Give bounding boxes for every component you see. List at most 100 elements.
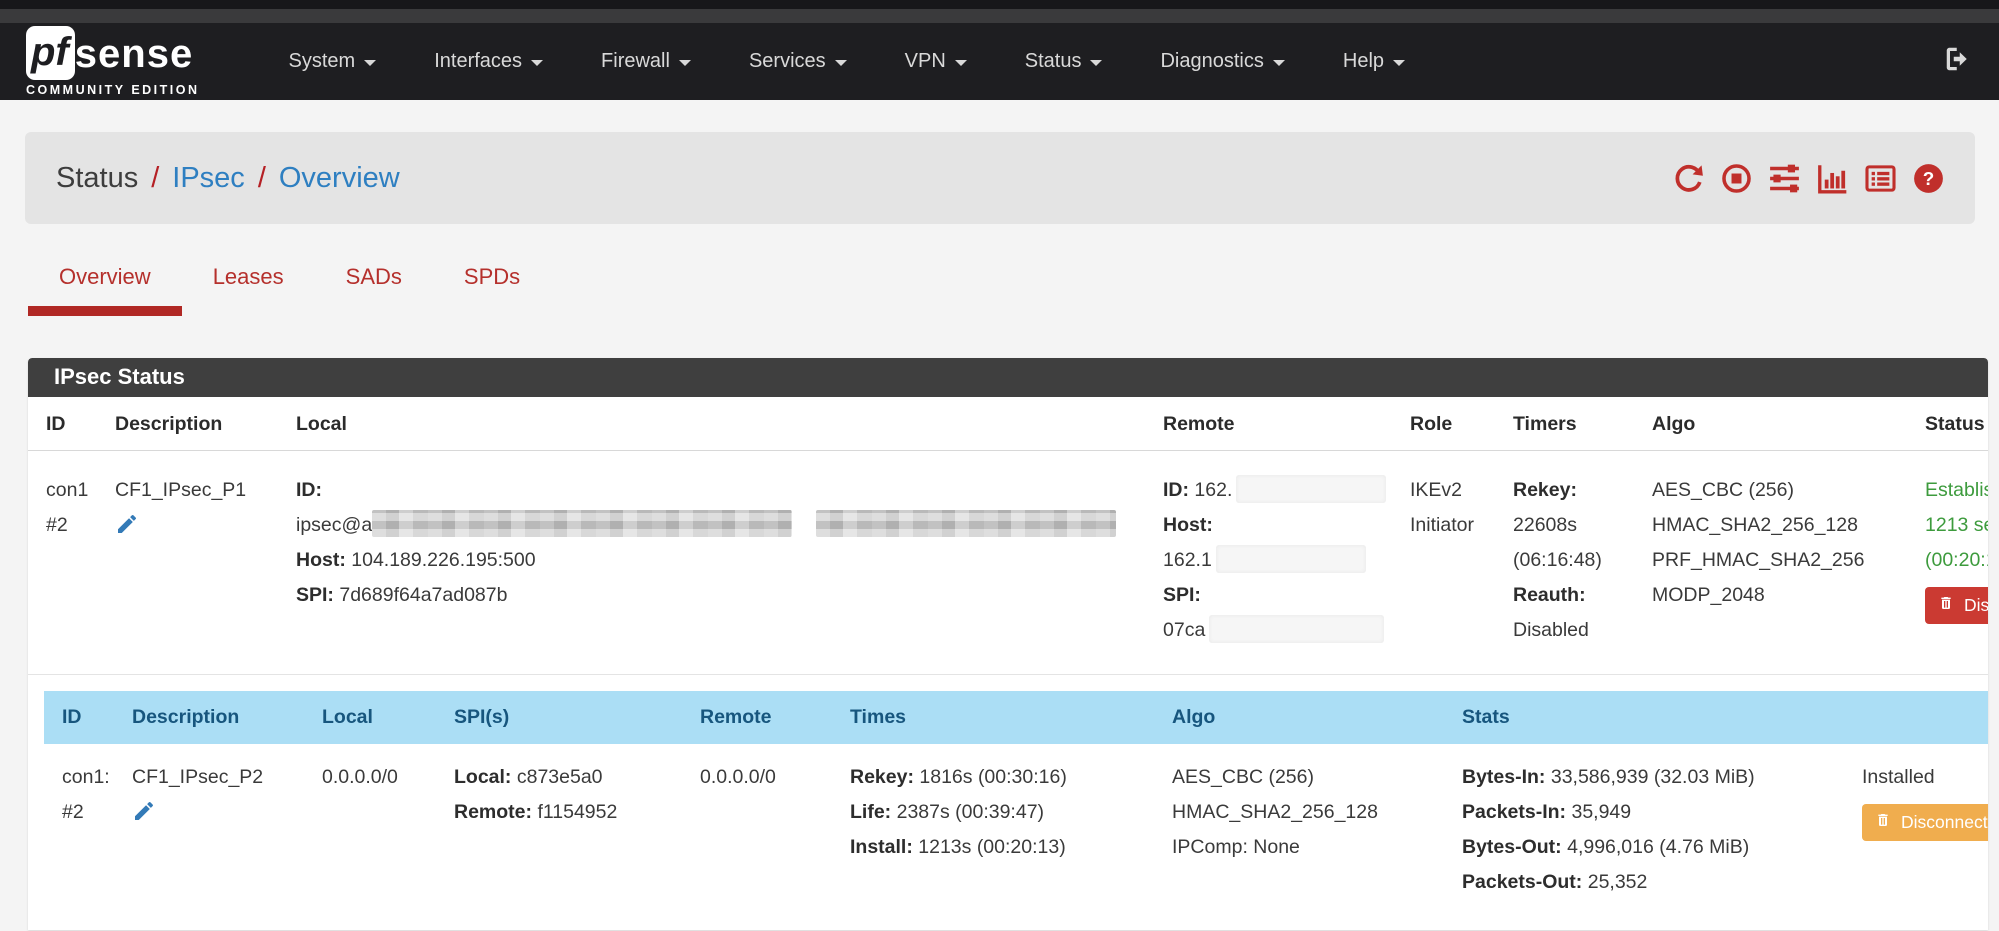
disconnect-button[interactable]: Disconnect — [1925, 587, 1988, 624]
ike-algo-line: AES_CBC (256) — [1652, 479, 1794, 501]
list-icon[interactable] — [1865, 163, 1896, 194]
disconnect-label: Disconnect — [1901, 812, 1988, 832]
sliders-icon[interactable] — [1769, 163, 1800, 194]
nav-item-label: Status — [1024, 50, 1082, 72]
tab-overview[interactable]: Overview — [28, 264, 182, 316]
ike-role-line1: IKEv2 — [1410, 479, 1463, 501]
child-install-label: Install: — [850, 836, 913, 858]
refresh-icon[interactable] — [1673, 163, 1704, 194]
child-packets-in-label: Packets-In: — [1462, 801, 1567, 823]
breadcrumb-section: Status — [56, 161, 139, 194]
chevron-down-icon — [834, 60, 847, 66]
redacted-block — [1215, 544, 1366, 573]
ike-status-line: 1213 seconds — [1925, 514, 1988, 536]
ike-status-text: Established 1213 seconds (00:20:13) — [1925, 473, 1988, 578]
child-bytes-in-label: Bytes-In: — [1462, 766, 1546, 788]
ike-local-cell: ID: ipsec@a Host: 104.189.226.195:500 SP… — [296, 451, 1163, 675]
ike-algo-line: MODP_2048 — [1652, 584, 1765, 606]
nav-item-system[interactable]: System — [260, 50, 406, 73]
child-header-status — [1862, 691, 1988, 744]
stop-icon[interactable] — [1721, 163, 1752, 194]
pfsense-logo[interactable]: pf sense COMMUNITY EDITION — [26, 26, 200, 97]
child-spi-remote-label: Remote: — [454, 801, 533, 823]
ike-remote-cell: ID: 162. Host: 162.1 SPI: 07ca — [1163, 451, 1410, 675]
tab-spds[interactable]: SPDs — [463, 264, 521, 289]
tab-leases[interactable]: Leases — [212, 264, 284, 289]
child-disconnect-button[interactable]: Disconnect — [1862, 804, 1988, 841]
ike-rekey-value: 22608s — [1513, 514, 1577, 536]
ike-header-status: Status — [1925, 413, 1985, 435]
redacted-block — [372, 510, 793, 538]
child-life-value: 2387s (00:39:47) — [896, 801, 1045, 823]
nav-item-services[interactable]: Services — [720, 50, 876, 73]
child-header-remote: Remote — [700, 706, 772, 728]
child-description: CF1_IPsec_P2 — [132, 766, 264, 788]
nav-item-status[interactable]: Status — [996, 50, 1132, 73]
help-icon[interactable]: ? — [1913, 163, 1944, 194]
ike-role-line2: Initiator — [1410, 514, 1474, 536]
ike-sa-row: con1 #2 CF1_IPsec_P1 ID: ipsec@a Host: 1… — [28, 450, 1988, 675]
child-life-label: Life: — [850, 801, 892, 823]
child-spi-remote-value: f1154952 — [537, 801, 618, 823]
breadcrumb-link-overview[interactable]: Overview — [278, 161, 400, 194]
nav-item-help[interactable]: Help — [1314, 50, 1434, 73]
sign-out-button[interactable] — [1943, 44, 1973, 79]
ike-remote-spi-label: SPI: — [1163, 584, 1201, 606]
redacted-block — [1209, 614, 1385, 643]
nav-menu: System Interfaces Firewall Services VPN … — [260, 50, 1434, 73]
ike-header-remote: Remote — [1163, 413, 1235, 435]
nav-item-vpn[interactable]: VPN — [876, 50, 996, 73]
child-status-cell: Installed Disconnect — [1862, 744, 1988, 930]
child-status-text: Installed — [1862, 766, 1935, 788]
child-algo-line: IPComp: None — [1172, 836, 1300, 858]
child-header-times: Times — [850, 706, 907, 728]
ike-algo-line: PRF_HMAC_SHA2_256 — [1652, 549, 1865, 571]
nav-item-diagnostics[interactable]: Diagnostics — [1131, 50, 1313, 73]
child-rekey-label: Rekey: — [850, 766, 914, 788]
child-header-description: Description — [132, 706, 240, 728]
chevron-down-icon — [954, 60, 967, 66]
child-packets-out-label: Packets-Out: — [1462, 871, 1583, 893]
ipsec-tabs: Overview Leases SADs SPDs — [28, 264, 1999, 316]
bar-chart-icon[interactable] — [1817, 163, 1848, 194]
nav-item-interfaces[interactable]: Interfaces — [405, 50, 572, 73]
ike-header-description: Description — [115, 413, 223, 435]
child-local-cell: 0.0.0.0/0 — [322, 744, 454, 930]
nav-item-label: Help — [1342, 50, 1385, 72]
ike-timers-cell: Rekey: 22608s (06:16:48) Reauth: Disable… — [1513, 451, 1652, 675]
child-bytes-out-label: Bytes-Out: — [1462, 836, 1562, 858]
child-rekey-value: 1816s (00:30:16) — [919, 766, 1067, 788]
ike-algo-line: HMAC_SHA2_256_128 — [1652, 514, 1858, 536]
child-bytes-out-value: 4,996,016 (4.76 MiB) — [1567, 836, 1750, 858]
edit-icon[interactable] — [132, 799, 156, 835]
ike-rekey-label: Rekey: — [1513, 479, 1577, 501]
child-packets-in-value: 35,949 — [1571, 801, 1632, 823]
chevron-down-icon — [1090, 60, 1103, 66]
page-action-icons: ? — [1673, 163, 1944, 194]
browser-tab-strip — [0, 9, 1999, 23]
child-spis-cell: Local: c873e5a0 Remote: f1154952 — [454, 744, 700, 930]
ike-local-host-label: Host: — [296, 549, 346, 571]
ike-status-line: Established — [1925, 479, 1988, 501]
child-install-value: 1213s (00:20:13) — [918, 836, 1066, 858]
disconnect-label: Disconnect — [1964, 595, 1988, 615]
nav-item-firewall[interactable]: Firewall — [572, 50, 720, 73]
ike-id-cell: con1 #2 — [28, 451, 115, 675]
child-header-spis: SPI(s) — [454, 706, 510, 728]
redacted-block — [816, 510, 1117, 538]
child-local-value: 0.0.0.0/0 — [322, 766, 398, 788]
nav-item-label: Services — [748, 50, 826, 72]
tab-sads[interactable]: SADs — [345, 264, 402, 289]
breadcrumb-bar: Status / IPsec / Overview ? — [25, 132, 1975, 224]
ipsec-status-panel: IPsec Status ID Description Local Remote… — [28, 358, 1988, 930]
child-packets-out-value: 25,352 — [1587, 871, 1648, 893]
breadcrumb-link-ipsec[interactable]: IPsec — [172, 161, 245, 194]
child-id-line1: con1: — [62, 766, 110, 788]
chevron-down-icon — [1272, 60, 1285, 66]
breadcrumb-separator: / — [151, 161, 160, 194]
main-navbar: pf sense COMMUNITY EDITION System Interfa… — [0, 23, 1999, 100]
nav-item-label: Interfaces — [434, 50, 523, 72]
edit-icon[interactable] — [115, 512, 139, 548]
ike-reauth-value: Disabled — [1513, 619, 1589, 641]
ike-remote-spi-value: 07ca — [1163, 619, 1206, 641]
